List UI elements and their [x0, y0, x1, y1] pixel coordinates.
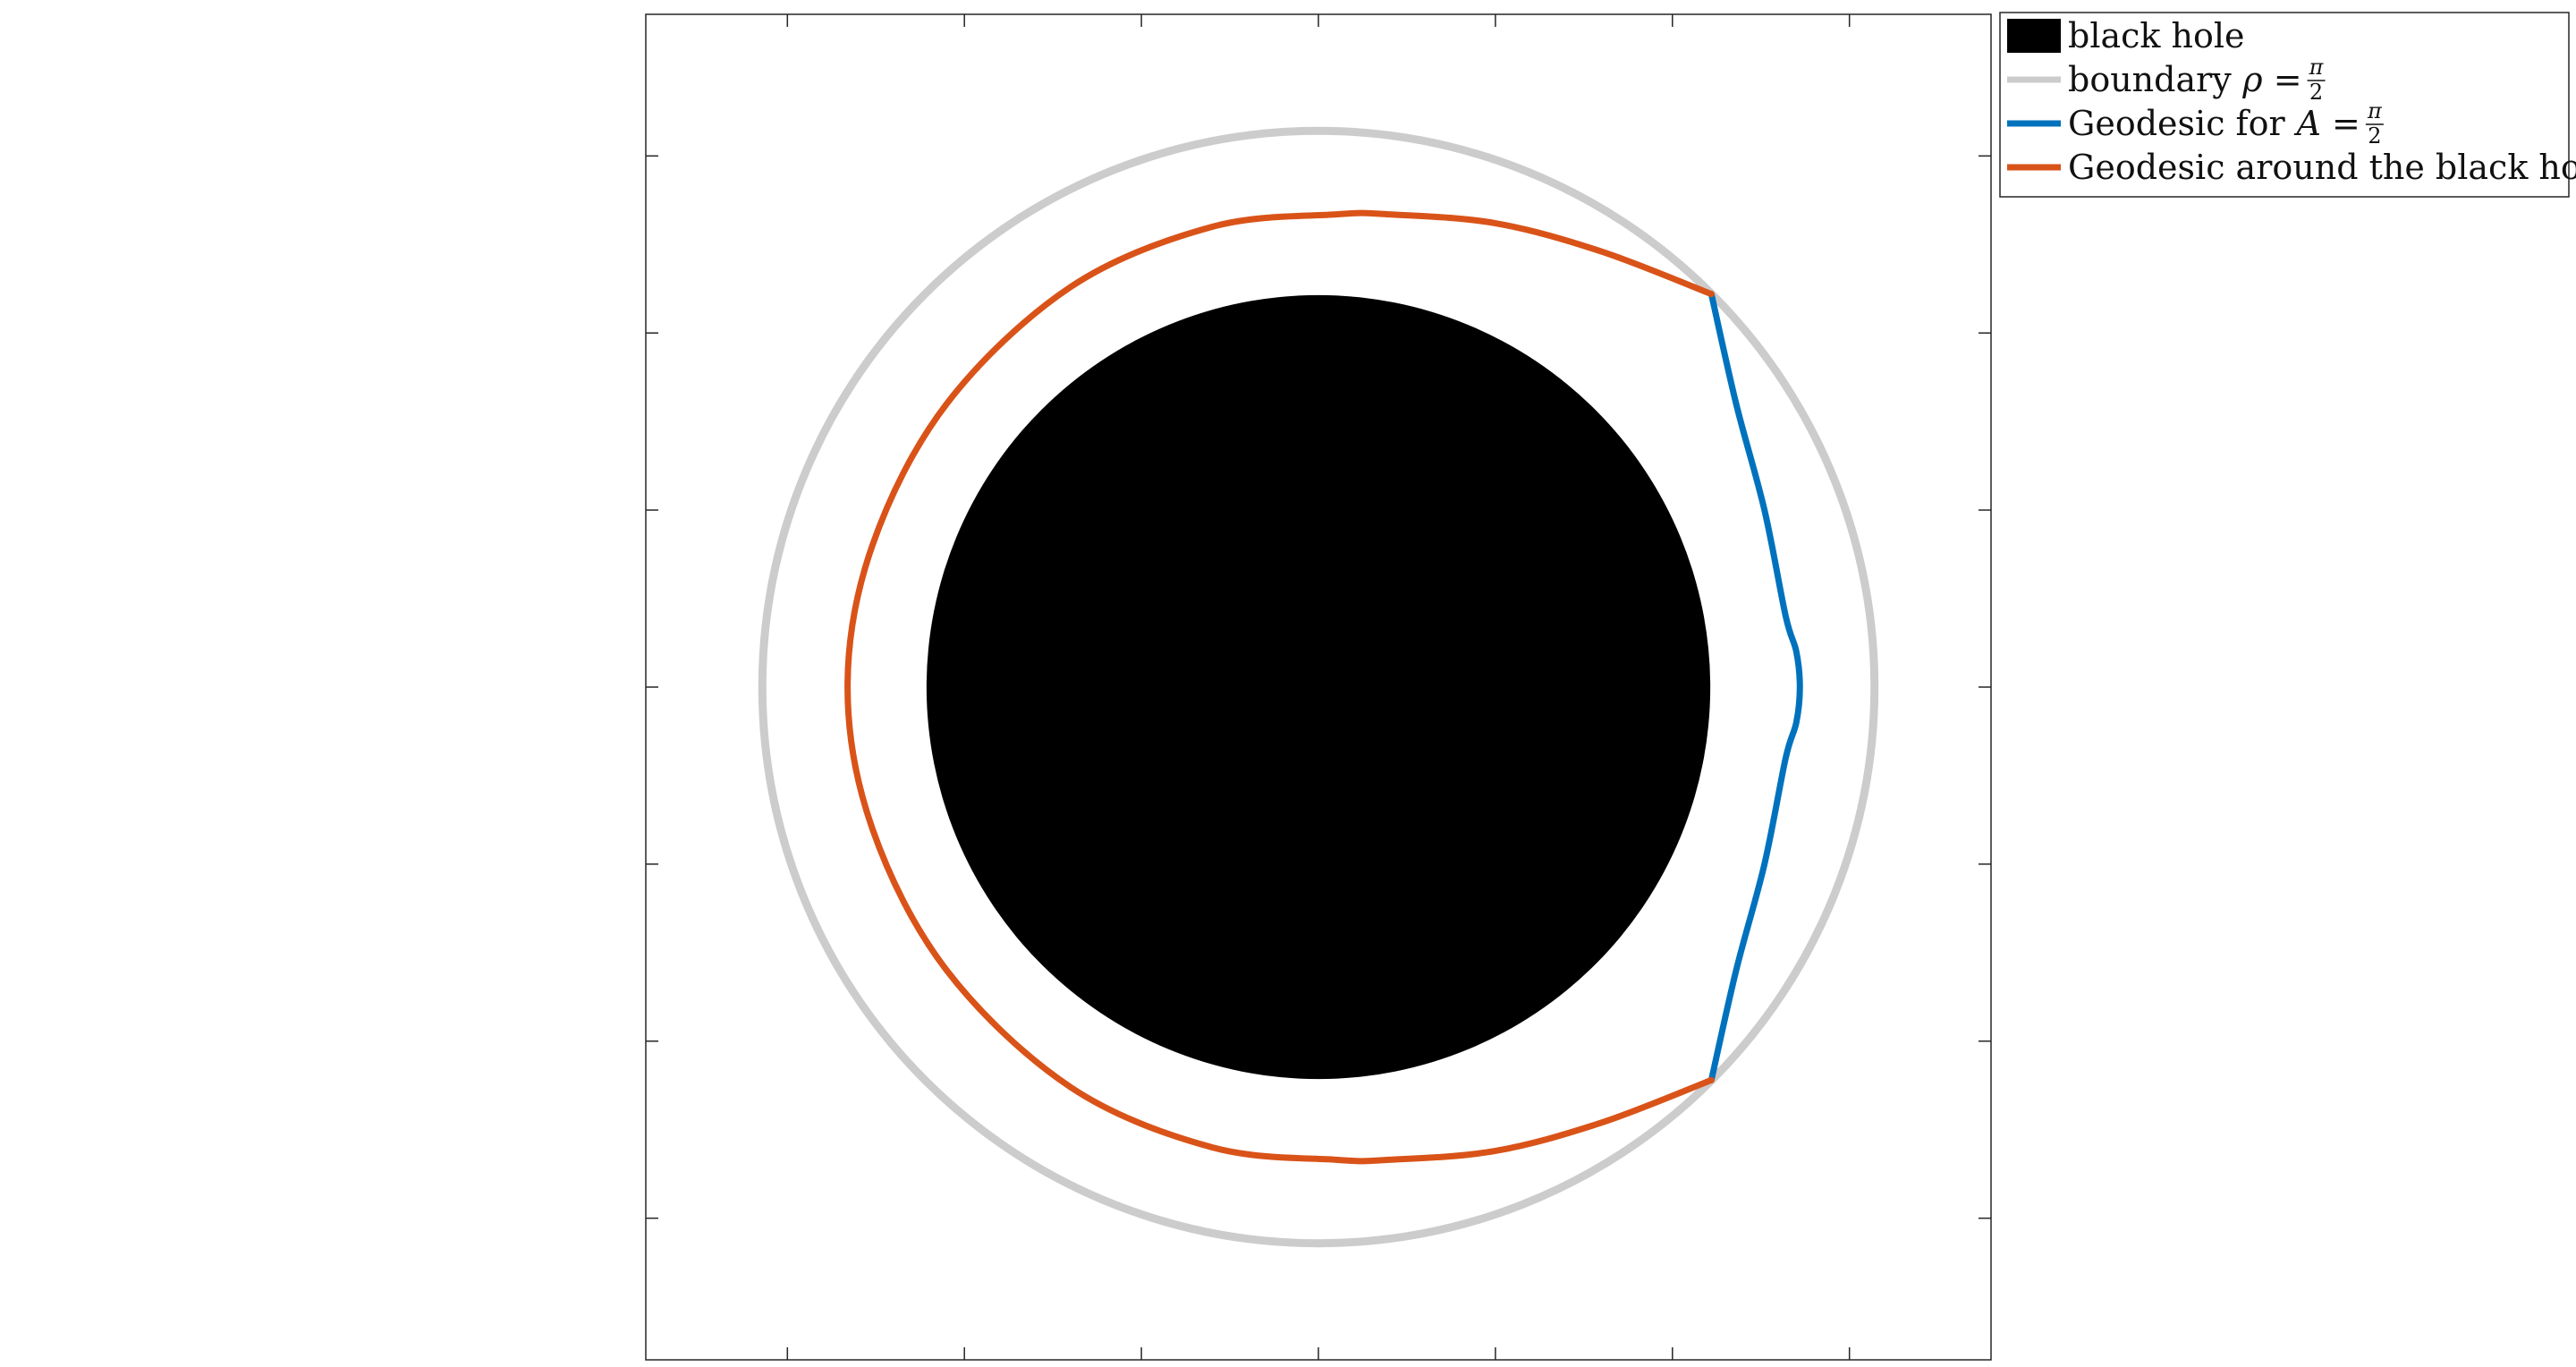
legend-label: boundary [2068, 60, 2232, 99]
legend-frac-numerator: π [2367, 98, 2383, 123]
legend-label: Geodesic for [2068, 104, 2285, 143]
geodesic-around-curve [844, 209, 1715, 1165]
legend-label: black hole [2068, 16, 2245, 55]
legend-swatch-patch [2007, 19, 2061, 53]
legend-box [1999, 12, 2570, 198]
legend-label: Geodesic around the black hole [2068, 148, 2576, 187]
black-hole-disk [926, 294, 1711, 1080]
legend-math-text: A = [2293, 104, 2360, 143]
geodesic-a-curve [1707, 291, 1803, 1083]
legend-frac-numerator: π [2309, 55, 2325, 80]
legend-frac-denominator: 2 [2309, 80, 2323, 105]
boundary-circle [758, 126, 1879, 1248]
legend-math-text: ρ = [2241, 60, 2301, 99]
series-layer [758, 126, 1879, 1248]
legend-frac-denominator: 2 [2368, 123, 2381, 149]
